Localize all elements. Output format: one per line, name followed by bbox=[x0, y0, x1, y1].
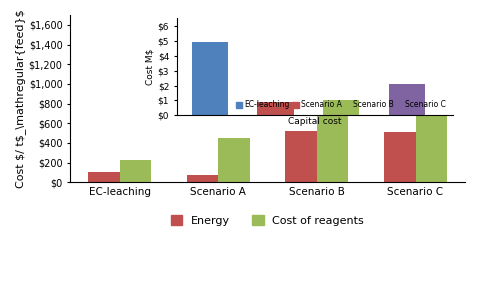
Bar bbox=[285, 131, 317, 182]
Bar bbox=[88, 173, 120, 182]
Bar bbox=[416, 54, 447, 182]
Bar bbox=[120, 160, 151, 182]
Y-axis label: Cost $/ t$_\mathregular{feed}$: Cost $/ t$_\mathregular{feed}$ bbox=[15, 9, 26, 188]
Bar bbox=[187, 175, 218, 182]
Legend: Energy, Cost of reagents: Energy, Cost of reagents bbox=[167, 211, 369, 230]
Bar bbox=[384, 132, 416, 182]
Bar bbox=[317, 45, 348, 182]
Bar bbox=[218, 138, 250, 182]
